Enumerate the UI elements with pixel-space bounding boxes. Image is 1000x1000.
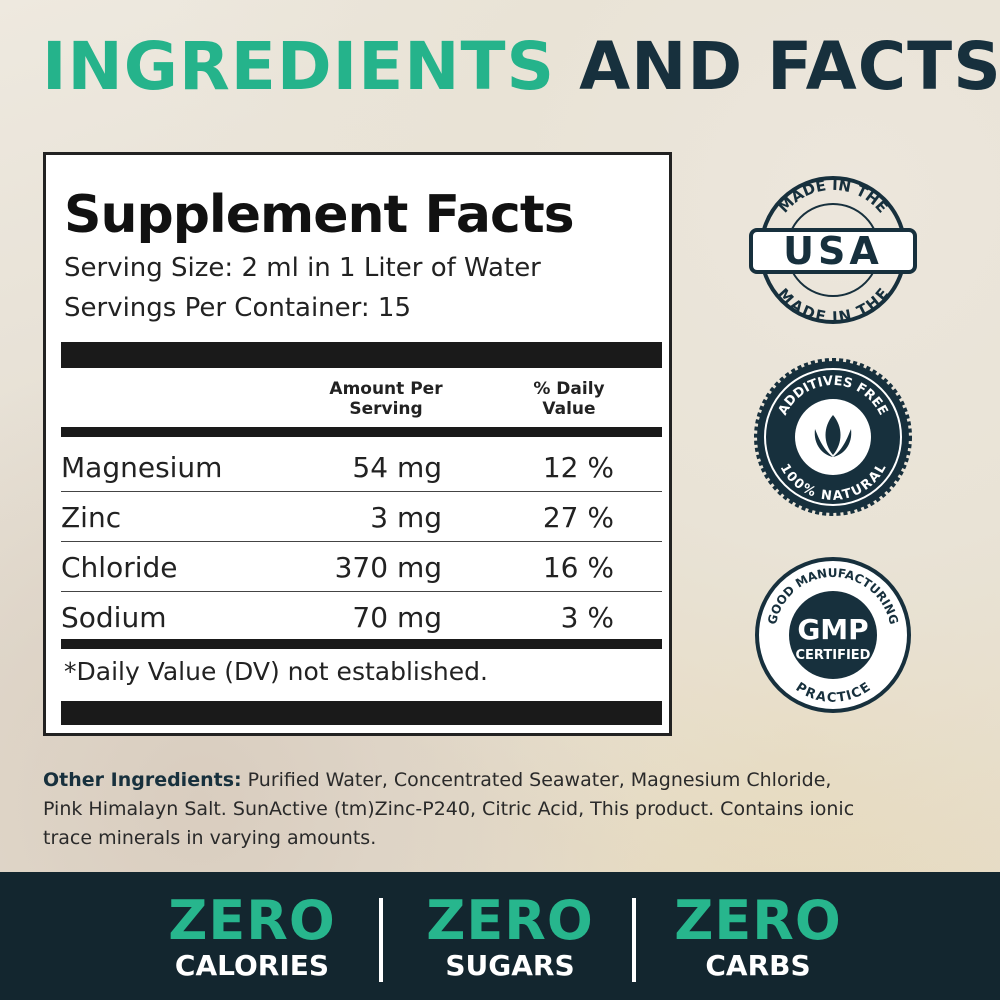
bar xyxy=(61,427,662,437)
row-separator xyxy=(61,491,662,492)
servings-per-container: Servings Per Container: 15 xyxy=(64,293,412,323)
zero-big: ZERO xyxy=(168,889,336,952)
badge-text: MADE IN THE xyxy=(775,176,892,217)
bar xyxy=(61,639,662,649)
badge-text: MADE IN THE xyxy=(774,285,892,325)
zero-big: ZERO xyxy=(674,889,842,952)
facts-title: Supplement Facts xyxy=(64,185,575,245)
gmp-badge: GOOD MANUFACTURING PRACTICE GMP CERTIFIE… xyxy=(755,557,911,713)
other-ingredients: Other Ingredients: Purified Water, Conce… xyxy=(43,766,873,853)
bottom-bar xyxy=(61,701,662,725)
zero-item: ZERO CARBS xyxy=(638,892,878,982)
nutrient-name: Chloride xyxy=(61,551,178,584)
badge-sub: CERTIFIED xyxy=(796,648,871,663)
nutrient-row: Chloride 370 mg 16 % xyxy=(61,543,662,593)
other-text: Purified Water, Concentrated Seawater, M… xyxy=(43,769,855,849)
column-header: % Daily Value xyxy=(533,379,605,419)
daily-value: 27 % xyxy=(542,501,614,534)
amount: 370 mg xyxy=(334,551,442,584)
amount: 54 mg xyxy=(352,451,442,484)
title-rest: AND FACTS xyxy=(579,28,1000,105)
divider xyxy=(632,898,636,982)
supplement-facts: Supplement Facts Serving Size: 2 ml in 1… xyxy=(43,152,672,736)
zero-item: ZERO CALORIES xyxy=(132,892,372,982)
amount: 3 mg xyxy=(370,501,442,534)
amount: 70 mg xyxy=(352,601,442,634)
footnote: *Daily Value (DV) not established. xyxy=(64,657,488,686)
zero-small: CALORIES xyxy=(174,949,330,982)
other-label: Other Ingredients: xyxy=(43,769,242,791)
daily-value: 16 % xyxy=(542,551,614,584)
badge-text: MADE IN THE xyxy=(775,176,892,217)
nutrient-name: Magnesium xyxy=(61,451,223,484)
page-title: INGREDIENTS AND FACTS xyxy=(42,28,1000,105)
row-separator xyxy=(61,541,662,542)
nutrient-row: Zinc 3 mg 27 % xyxy=(61,493,662,543)
nutrient-row: Sodium 70 mg 3 % xyxy=(61,593,662,643)
daily-value: 12 % xyxy=(542,451,614,484)
column-header: Amount Per Serving xyxy=(329,379,443,419)
row-separator xyxy=(61,591,662,592)
thick-bar xyxy=(61,342,662,368)
nutrient-name: Zinc xyxy=(61,501,122,534)
zero-item: ZERO SUGARS xyxy=(390,892,630,982)
badge-center: GMP xyxy=(797,613,868,646)
made-in-usa-badge: MADE IN THE MADE IN THE USA xyxy=(749,176,917,325)
serving-size: Serving Size: 2 ml in 1 Liter of Water xyxy=(64,253,541,283)
zero-small: SUGARS xyxy=(445,949,575,982)
zero-big: ZERO xyxy=(426,889,594,952)
footer: ZERO CALORIES ZERO SUGARS ZERO CARBS xyxy=(0,872,1000,1000)
daily-value: 3 % xyxy=(560,601,614,634)
divider xyxy=(379,898,383,982)
nutrient-row: Magnesium 54 mg 12 % xyxy=(61,443,662,493)
nutrient-name: Sodium xyxy=(61,601,167,634)
title-highlight: INGREDIENTS xyxy=(42,28,556,105)
badge-center: USA xyxy=(783,229,883,273)
additives-free-badge: ADDITIVES FREE 100% NATURAL xyxy=(754,358,912,516)
badge-text: MADE IN THE xyxy=(774,285,892,325)
zero-small: CARBS xyxy=(705,949,811,982)
